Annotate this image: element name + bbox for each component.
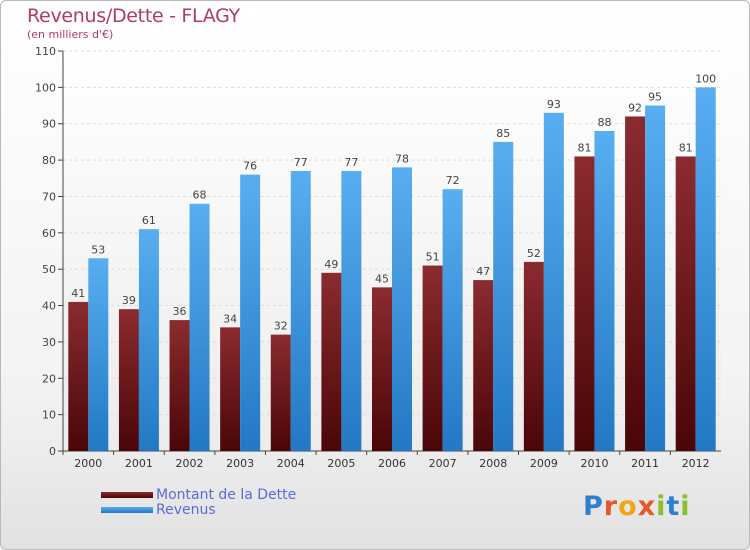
legend-swatch-dette (101, 492, 153, 498)
bar-chart: 0 10 20 30 40 50 60 70 80 90 100 110 2000 41 53 2001 39 6… (35, 45, 721, 470)
data-label-dette: 34 (223, 312, 237, 325)
x-tick-label: 2009 (530, 457, 558, 470)
logo-letter: P (583, 491, 604, 522)
bar-dette (68, 301, 89, 451)
x-tick-label: 2001 (125, 457, 153, 470)
y-tick-label: 110 (35, 45, 56, 58)
bar-revenus (645, 105, 666, 451)
y-tick-label: 70 (42, 190, 56, 203)
data-label-dette: 39 (122, 294, 136, 307)
data-label-dette: 81 (577, 141, 591, 154)
logo-letter: i (656, 491, 667, 522)
bar-revenus (543, 112, 564, 452)
bar-revenus (240, 174, 261, 452)
proxiti-logo: Proxiti (583, 491, 691, 522)
data-label-revenus: 93 (547, 98, 561, 111)
y-tick-label: 40 (42, 300, 56, 313)
logo-letter: o (618, 491, 638, 522)
data-label-revenus: 68 (193, 189, 207, 202)
y-tick-label: 90 (42, 118, 56, 131)
logo-letter: i (680, 491, 691, 522)
data-label-dette: 52 (527, 247, 541, 260)
data-label-revenus: 76 (243, 160, 257, 173)
data-label-dette: 51 (426, 251, 440, 264)
chart-subtitle: (en milliers d'€) (27, 28, 114, 41)
y-tick-label: 10 (42, 409, 56, 422)
data-label-dette: 45 (375, 272, 389, 285)
legend-label-revenus: Revenus (156, 502, 216, 518)
legend-label-dette: Montant de la Dette (156, 487, 297, 503)
bar-revenus (138, 229, 159, 451)
logo-letter: x (637, 491, 657, 522)
chart-title: Revenus/Dette - FLAGY (27, 5, 240, 27)
x-tick-label: 2010 (580, 457, 608, 470)
bar-revenus (442, 189, 463, 451)
bar-dette (422, 265, 443, 451)
bar-revenus (493, 141, 514, 451)
data-label-dette: 81 (679, 141, 693, 154)
x-tick-label: 2007 (429, 457, 457, 470)
data-label-revenus: 77 (344, 156, 358, 169)
data-label-revenus: 95 (648, 91, 662, 104)
logo-letter: t (666, 491, 681, 522)
y-tick-label: 80 (42, 154, 56, 167)
x-tick-label: 2004 (277, 457, 305, 470)
bar-dette (372, 287, 392, 451)
x-tick-label: 2000 (74, 457, 102, 470)
x-tick-label: 2003 (226, 457, 254, 470)
x-tick-label: 2012 (682, 457, 710, 470)
bar-revenus (290, 171, 311, 451)
data-label-dette: 92 (628, 101, 642, 114)
data-label-revenus: 72 (446, 174, 460, 187)
bar-dette (118, 309, 139, 451)
bar-dette (220, 327, 241, 451)
x-tick-label: 2008 (479, 457, 507, 470)
y-tick-label: 60 (42, 227, 56, 240)
data-label-dette: 32 (274, 320, 288, 333)
bar-revenus (189, 203, 210, 451)
data-label-revenus: 88 (597, 116, 611, 129)
y-tick-label: 20 (42, 372, 56, 385)
legend-swatch-revenus (101, 507, 153, 513)
bar-revenus (594, 131, 615, 451)
data-label-dette: 36 (173, 305, 187, 318)
data-label-revenus: 53 (91, 243, 105, 256)
data-label-revenus: 78 (395, 152, 409, 165)
x-tick-label: 2006 (378, 457, 406, 470)
data-label-revenus: 85 (496, 127, 510, 140)
bar-revenus (695, 87, 716, 451)
data-label-revenus: 100 (695, 72, 716, 85)
bar-dette (169, 320, 190, 451)
bar-dette (523, 261, 544, 451)
data-label-dette: 49 (324, 258, 338, 271)
bar-dette (625, 116, 646, 452)
data-label-dette: 41 (71, 287, 85, 300)
y-tick-label: 50 (42, 263, 56, 276)
bar-dette (675, 156, 696, 452)
bar-revenus (341, 171, 362, 451)
y-tick-label: 30 (42, 336, 56, 349)
x-tick-label: 2002 (176, 457, 204, 470)
bar-dette (270, 334, 291, 451)
bar-revenus (88, 258, 109, 451)
x-tick-label: 2005 (327, 457, 355, 470)
data-label-revenus: 61 (142, 214, 156, 227)
bar-dette (321, 272, 342, 451)
logo-letter: r (603, 491, 619, 522)
data-label-dette: 47 (476, 265, 490, 278)
bar-revenus (392, 167, 412, 451)
bar-dette (473, 280, 494, 451)
data-label-revenus: 77 (294, 156, 308, 169)
y-tick-label: 100 (35, 81, 56, 94)
x-tick-label: 2011 (631, 457, 659, 470)
y-tick-label: 0 (49, 445, 56, 458)
bar-dette (574, 156, 595, 452)
